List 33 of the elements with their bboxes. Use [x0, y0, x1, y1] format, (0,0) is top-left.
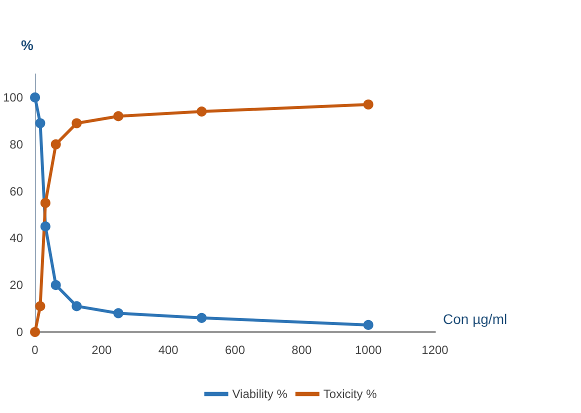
y-tick-label: 40 [10, 231, 24, 246]
point [196, 106, 207, 117]
point [30, 92, 40, 102]
y-tick-label: 60 [10, 184, 24, 198]
y-axis-title: % [21, 37, 34, 53]
x-axis-title: Con µg/ml [443, 311, 508, 327]
point [35, 118, 46, 128]
point [363, 99, 374, 110]
point [72, 301, 82, 312]
point [40, 198, 50, 208]
y-tick-label: 0 [16, 325, 24, 339]
point [113, 308, 124, 318]
x-tick-label: 800 [292, 343, 312, 357]
legend-label: Viability % [232, 387, 288, 401]
point [113, 111, 124, 122]
point [363, 320, 374, 330]
legend-label: Toxicity % [323, 387, 378, 401]
point [50, 280, 61, 290]
x-tick-label: 200 [92, 343, 112, 357]
y-tick-label: 100 [2, 90, 24, 104]
x-tick-label: 0 [32, 343, 39, 357]
y-tick-label: 80 [10, 137, 24, 152]
x-tick-label: 1200 [422, 343, 449, 357]
x-tick-label: 400 [158, 343, 179, 357]
y-tick-label: 20 [10, 278, 24, 292]
point [35, 301, 46, 312]
x-tick-label: 1000 [354, 343, 382, 357]
point [30, 327, 40, 337]
x-tick-label: 600 [224, 343, 246, 357]
point [196, 312, 207, 323]
point [72, 118, 82, 128]
point [40, 221, 50, 232]
point [50, 139, 61, 150]
